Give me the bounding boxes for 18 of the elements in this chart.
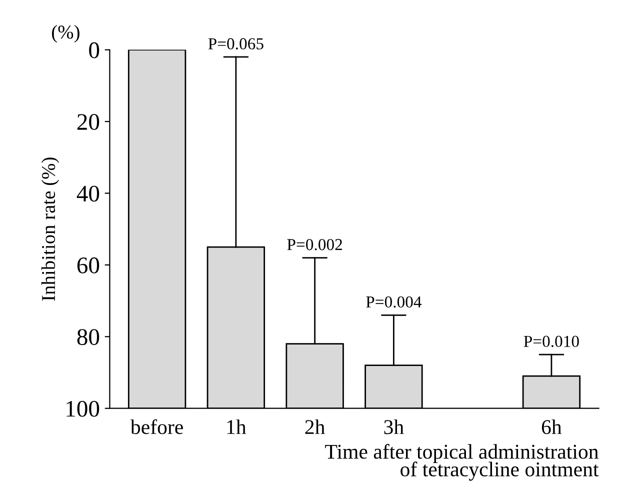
x-axis-title: Time after topical administration of tetracycline ointment — [325, 444, 599, 481]
y-tick-label: 80 — [77, 329, 100, 346]
x-tick-label: 3h — [384, 419, 404, 434]
x-tick-label: 6h — [542, 419, 562, 434]
text: (%) — [52, 24, 80, 43]
x-tick-label: 1h — [227, 419, 246, 434]
y-axis-title: Inhibition rate (%) — [41, 158, 60, 301]
annotation: P=0.002 — [287, 238, 342, 250]
annotation: P=0.010 — [524, 336, 579, 348]
y-tick-label: 0 — [89, 42, 100, 58]
y-tick-label: 40 — [76, 186, 100, 202]
annotation: P=0.004 — [366, 296, 422, 308]
y-tick-label: 60 — [77, 257, 100, 274]
y-tick-label: 100 — [66, 400, 100, 417]
y-tick-label: 20 — [77, 114, 100, 130]
x-tick-label: before — [130, 419, 183, 434]
x-tick-label: 2h — [305, 419, 325, 434]
text: P=0.065 — [208, 38, 264, 50]
